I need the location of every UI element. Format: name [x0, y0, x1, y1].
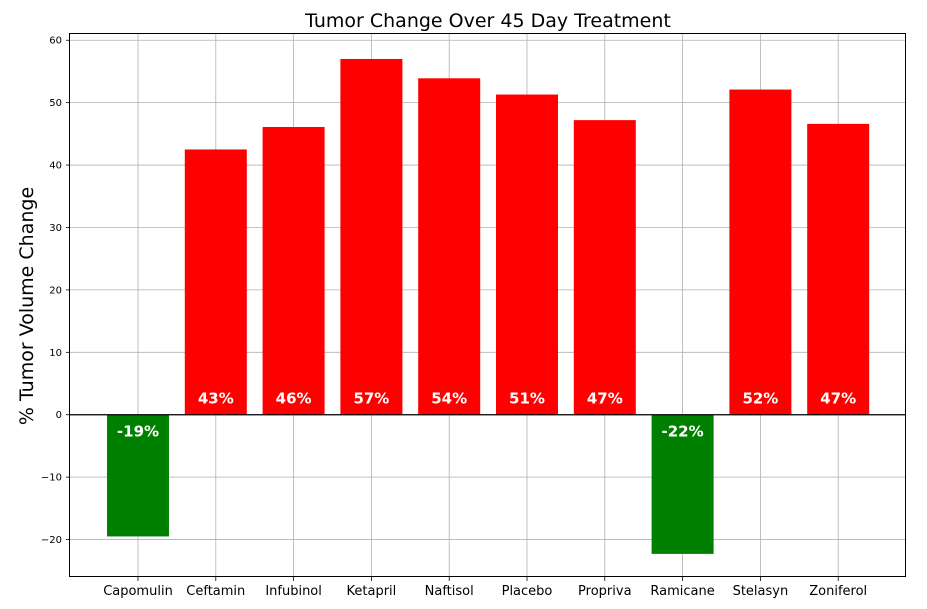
bar-value-label: -22%	[662, 423, 704, 441]
bar-placebo	[496, 94, 558, 415]
bar-value-labels: -19% 43% 46% 57% 54% 51% 47% -22% 52% 47%	[117, 390, 856, 441]
y-tick-label: 60	[49, 36, 62, 47]
bars	[107, 58, 870, 554]
bar-zoniferol	[807, 123, 870, 415]
y-tick-label: 50	[49, 98, 62, 109]
x-tick-label: Naftisol	[425, 584, 474, 599]
x-tick-label: Placebo	[502, 584, 553, 599]
x-tick-label: Ceftamin	[186, 584, 245, 599]
y-tick-label: −20	[41, 535, 62, 546]
bar-value-label: 52%	[742, 390, 778, 408]
y-tick-label: 30	[49, 223, 62, 234]
bar-infubinol	[262, 126, 325, 415]
x-tick-label: Infubinol	[265, 584, 322, 599]
bar-value-label: 54%	[431, 390, 467, 408]
bar-value-label: 47%	[820, 390, 856, 408]
bar-stelasyn	[729, 89, 792, 415]
y-tick-label: 0	[56, 410, 62, 421]
bar-capomulin	[107, 414, 169, 537]
bar-ramicane	[651, 414, 714, 554]
x-tick-label: Zoniferol	[809, 584, 867, 599]
x-tick-label: Ketapril	[347, 584, 397, 599]
x-tick-label: Stelasyn	[733, 584, 789, 599]
y-tick-label: −10	[41, 473, 62, 484]
bar-propriva	[573, 120, 636, 415]
bar-value-label: 51%	[509, 390, 545, 408]
bar-value-label: 57%	[353, 390, 389, 408]
bar-ketapril	[340, 58, 403, 415]
bar-value-label: 47%	[587, 390, 623, 408]
x-tick-label: Ramicane	[650, 584, 714, 599]
bar-ceftamin	[184, 149, 247, 415]
x-axis-ticks: Capomulin Ceftamin Infubinol Ketapril Naftis…	[103, 577, 867, 599]
y-tick-label: 20	[49, 285, 62, 296]
y-axis-label: % Tumor Volume Change	[16, 187, 38, 425]
y-axis-ticks: 60 50 40 30 20 10 0 −10 −20	[41, 36, 70, 546]
x-tick-label: Capomulin	[103, 584, 173, 599]
bar-value-label: 43%	[198, 390, 234, 408]
y-tick-label: 10	[49, 348, 62, 359]
y-tick-label: 40	[49, 161, 62, 172]
chart-title: Tumor Change Over 45 Day Treatment	[304, 10, 671, 32]
bar-naftisol	[418, 78, 481, 415]
bar-value-label: 46%	[276, 390, 312, 408]
bar-value-label: -19%	[117, 423, 159, 441]
x-tick-label: Propriva	[578, 584, 632, 599]
axes-frame	[69, 33, 906, 577]
